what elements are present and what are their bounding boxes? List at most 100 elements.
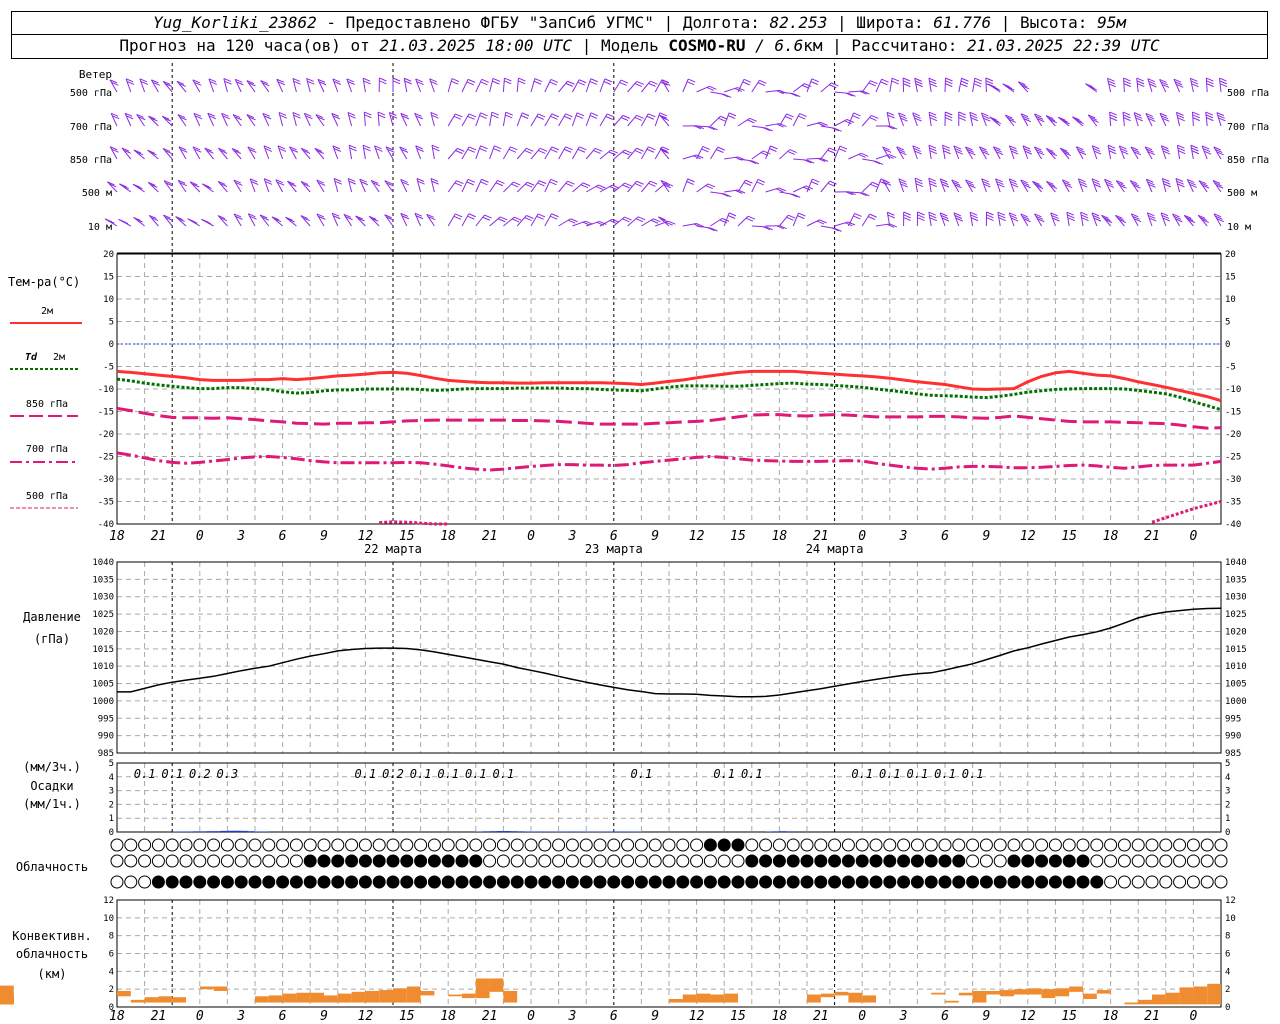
conv-bar [144,997,159,1003]
wind-barb [834,119,848,127]
panel-frame [116,561,1222,754]
wind-barb [1091,178,1098,193]
wind-barb [1107,78,1112,93]
wind-barb-feather [634,83,643,88]
cloud-cover-icon [400,875,414,889]
precip-bar [255,831,262,832]
wind-barb-feather [1118,219,1127,224]
wind-barb-feather [845,92,853,97]
wind-barb [447,180,457,193]
wind-barb-feather [1087,84,1095,89]
wind-barb [385,146,394,160]
y-tick-label-left: 8 [109,932,114,942]
wind-barb-feather [1215,215,1223,220]
wind-barb-feather [417,180,425,185]
wind-barb [912,112,918,127]
wind-barb-feather [563,115,572,120]
wind-barb [958,78,963,93]
y-tick-label-right: 8 [1225,932,1230,942]
wind-barb-feather [236,81,244,86]
y-tick-label-right: 1020 [1225,627,1247,637]
wind-barb-feather [636,114,644,119]
wind-barb [709,146,719,160]
y-tick-label-left: 3 [109,787,114,797]
wind-barb-feather [263,115,272,120]
wind-barb-feather [1175,178,1184,182]
wind-barb-feather [844,120,852,125]
wind-barb-feather [747,119,755,124]
wind-barb-feather [1191,150,1200,155]
wind-level-label-right: 500 м [1227,188,1257,199]
cloud-cover-icon [1021,875,1035,889]
wind-barb [502,146,511,160]
wind-barb [233,213,242,227]
wind-barb-feather [563,148,572,153]
wind-barb-feather [609,220,618,225]
cloud-cover-icon [372,875,386,889]
wind-barb-feather [318,215,326,220]
wind-barb [1145,179,1153,193]
wind-barb-feather [880,81,888,86]
wind-barb-feather [1078,178,1086,183]
wind-barb-feather [389,114,398,119]
wind-barb-feather [362,144,371,149]
wind-barb-feather [636,147,644,152]
wind-barb-feather [1190,77,1198,82]
cloud-cover-icon [469,838,483,852]
wind-barb-feather [612,184,620,189]
y-tick-label-right: 10 [1225,914,1236,924]
cloud-cover-icon [248,854,262,868]
wind-barb-feather [728,212,737,217]
wind-barb-feather [970,217,979,222]
y-tick-label-right: 0 [1225,1003,1230,1013]
y-tick-label-right: 12 [1225,896,1236,906]
wind-barb [233,179,242,193]
wind-barb [1034,113,1043,127]
wind-barb-feather [1092,145,1100,150]
wind-barb-feather [331,212,340,217]
wind-barb-feather [1005,114,1013,119]
wind-barb-feather [1092,181,1101,185]
wind-barb [161,115,173,127]
y-tick-label-right: 985 [1225,749,1241,759]
wind-barb-feather [551,113,560,118]
x-tick-label: 18 [109,529,125,544]
wind-barb-feather [180,148,188,153]
wind-barb [1147,78,1153,93]
precip-bar [213,831,221,832]
conv-bar [958,992,973,996]
wind-barb [1136,78,1139,93]
cloud-cover-icon [966,854,980,868]
wind-barb-feather [276,78,284,83]
wind-barb-feather [747,215,756,220]
wind-barb-feather [305,115,313,120]
wind-barb-feather [820,121,828,126]
wind-barb [751,179,759,193]
wind-barb [1159,113,1167,127]
cloud-cover-icon [220,854,234,868]
cloud-cover-icon [662,838,676,852]
wind-barb-feather [648,146,656,151]
wind-barb [820,147,830,160]
wind-barb-feather [203,220,211,225]
wind-barb-feather [1047,117,1056,122]
wind-barb-feather [993,120,1002,125]
cloud-cover-icon [441,854,455,868]
wind-barb-feather [120,220,129,225]
wind-barb-feather [941,183,950,188]
cloud-cover-icon [427,875,441,889]
wind-barb-feather [953,212,962,217]
wind-barb [696,183,709,193]
cloud-cover-icon [220,838,234,852]
cloud-cover-icon [634,838,648,852]
wind-barb-feather [1123,80,1131,85]
x-tick-label: 21 [1144,1009,1160,1024]
wind-barb-feather [1206,80,1214,85]
wind-barb-feather [929,217,937,222]
wind-barb [426,214,435,227]
wind-barb-feather [1089,116,1098,121]
wind-barb-feather [834,227,842,232]
wind-barb-feather [250,181,259,185]
